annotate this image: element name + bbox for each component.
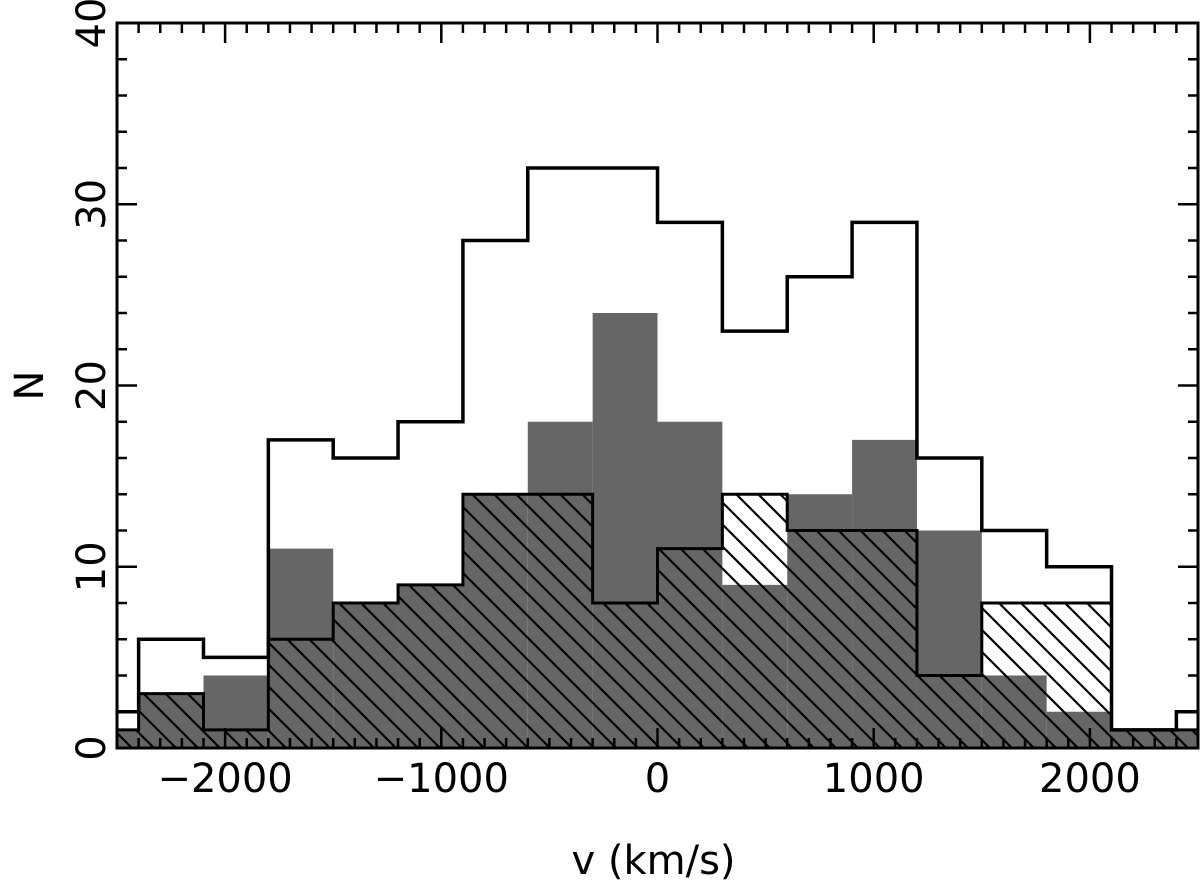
hatched-bar: [1111, 729, 1177, 748]
hatched-bar: [657, 548, 723, 748]
y-tick-label: 10: [69, 541, 115, 592]
hatched-bar: [592, 603, 658, 748]
hatched-bars: [117, 494, 1198, 748]
outline-histogram-line: [117, 166, 1198, 732]
hatched-bar: [117, 729, 139, 748]
x-tick-label: −2000: [157, 756, 292, 802]
tick-labels: −2000 −1000 0 1000 2000 0 10 20 30 40: [69, 0, 1141, 802]
hatched-bar: [138, 693, 204, 748]
y-axis-label: N: [7, 371, 53, 401]
axis-ticks: [115, 21, 1200, 750]
hatched-bar: [268, 639, 334, 748]
x-tick-label: 2000: [1039, 756, 1141, 802]
hatched-bar: [981, 603, 1047, 748]
hatched-bar: [916, 675, 982, 748]
y-tick-label: 0: [69, 735, 115, 760]
x-tick-label: 0: [645, 756, 670, 802]
x-axis-label: v (km/s): [571, 838, 735, 884]
hatched-bar: [203, 729, 269, 748]
hatched-bar: [527, 494, 593, 748]
x-tick-label: −1000: [374, 756, 509, 802]
y-tick-label: 30: [69, 179, 115, 230]
hatched-bar: [1046, 603, 1112, 748]
hatched-bar: [787, 530, 853, 748]
hatched-histogram-outline: [117, 492, 1198, 732]
hatched-bar: [462, 494, 528, 748]
hatched-bar: [1176, 729, 1198, 748]
histogram-step-lines: [117, 166, 1198, 732]
hatched-bar: [722, 494, 788, 748]
hatched-bar: [852, 530, 917, 748]
hatched-bar: [398, 584, 463, 748]
y-tick-label: 40: [69, 0, 115, 48]
y-tick-label: 20: [69, 360, 115, 411]
hatched-bar: [333, 603, 399, 748]
x-tick-label: 1000: [823, 756, 925, 802]
